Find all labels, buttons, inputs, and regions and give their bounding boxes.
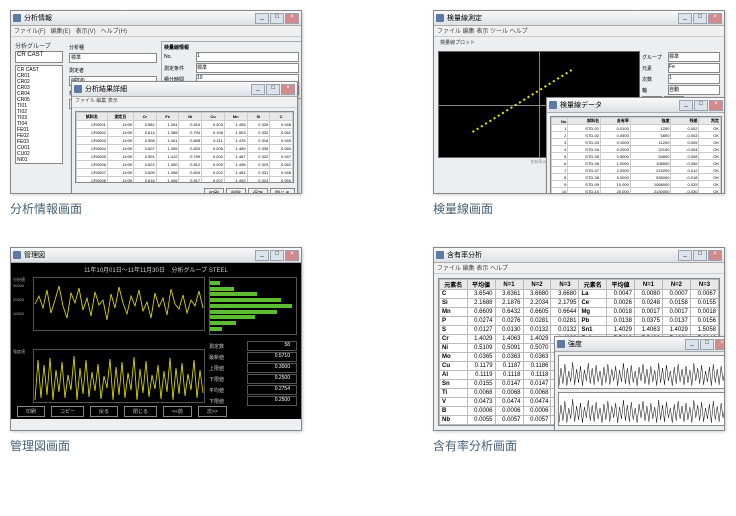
min-button[interactable]: _ [255, 13, 269, 24]
stats-panel: 測定数58最新値0.5710上限値0.3000下限値0.2500平均値0.275… [209, 341, 297, 406]
foot-button[interactable]: 印刷 [17, 406, 45, 417]
histogram [209, 277, 297, 335]
bottom-chart [33, 349, 205, 403]
menubar: ファイル(F) 編集(E) 表示(V) ヘルプ(H) [11, 26, 301, 37]
foot-button[interactable]: コピー [51, 406, 84, 417]
wave-chart-1 [558, 355, 725, 389]
content-analysis-window: 含有率分析 _□× ファイル 編集 表示 ヘルプ 元素名平均値N=1N=2N=3… [433, 247, 725, 431]
select[interactable]: 標準 [668, 52, 720, 62]
action-button[interactable]: 保存 [248, 188, 268, 194]
intensity-window: 強度 _□× CH1CH2SAVE [554, 336, 725, 431]
foot-button[interactable]: 閉じる [124, 406, 157, 417]
close-button[interactable]: × [285, 13, 299, 24]
select[interactable]: 1 [668, 74, 720, 84]
group-select[interactable]: CR CAST [15, 51, 63, 63]
titlebar: 分析情報 _ □ × [11, 11, 301, 26]
calib-data-window: 検量線データ _□× No試料名含有率強度残差判定1STD-010.010012… [546, 97, 725, 194]
wave-chart-2 [558, 392, 725, 426]
control-chart-cell: 管理図 _□× 11年10月01日～11年11月30日 分析グループ STEEL… [10, 247, 303, 454]
list-item[interactable]: NI02 [17, 163, 61, 164]
content-analysis-cell: 含有率分析 _□× ファイル 編集 表示 ヘルプ 元素名平均値N=1N=2N=3… [433, 247, 726, 454]
foot-button[interactable]: 戻る [90, 406, 118, 417]
menu-item[interactable]: 表示(V) [76, 26, 96, 36]
foot-button[interactable]: <<前 [163, 406, 192, 417]
menu-item[interactable]: ファイル(F) [14, 26, 46, 36]
right-header: 検量線情報 [164, 44, 299, 51]
window-title: 分析情報 [24, 13, 52, 23]
calibration-window: 検量線測定 _□× ファイル 編集 表示 ツール ヘルプ 検量線プロット 含有率… [433, 10, 725, 194]
menu-item[interactable]: 編集(E) [51, 26, 71, 36]
group-list[interactable]: CR CASTCR01CR02CR03CR04CR05TI01TI02TI03T… [15, 65, 63, 164]
control-chart-window: 管理図 _□× 11年10月01日～11年11月30日 分析グループ STEEL… [10, 247, 302, 431]
menu-item[interactable]: ヘルプ(H) [101, 26, 127, 36]
caption: 分析情報画面 [10, 200, 303, 217]
group-label: 分析グループ [15, 41, 63, 50]
field[interactable]: 標準 [69, 53, 157, 63]
analysis-info-cell: 分析情報 _ □ × ファイル(F) 編集(E) 表示(V) ヘルプ(H) 分析グルー… [10, 10, 303, 217]
foot-button[interactable]: 次>> [198, 406, 227, 417]
action-button[interactable]: 削除 [226, 188, 246, 194]
action-button[interactable]: 閉じる [270, 188, 295, 194]
select[interactable]: 自動 [668, 85, 720, 95]
result-table: 試料名測定日CrFeNiCuMnSiCCR000111/090.5821.394… [75, 111, 294, 183]
sub-window: 分析結果詳細 _□× ファイル 編集 表示 試料名測定日CrFeNiCuMnSi… [71, 81, 298, 194]
analysis-info-window: 分析情報 _ □ × ファイル(F) 編集(E) 表示(V) ヘルプ(H) 分析グルー… [10, 10, 302, 194]
app-icon [13, 14, 21, 22]
calibration-cell: 検量線測定 _□× ファイル 編集 表示 ツール ヘルプ 検量線プロット 含有率… [433, 10, 726, 217]
select[interactable]: Fe [668, 63, 720, 73]
max-button[interactable]: □ [270, 13, 284, 24]
top-chart [33, 277, 205, 331]
action-button[interactable]: 印刷 [204, 188, 224, 194]
